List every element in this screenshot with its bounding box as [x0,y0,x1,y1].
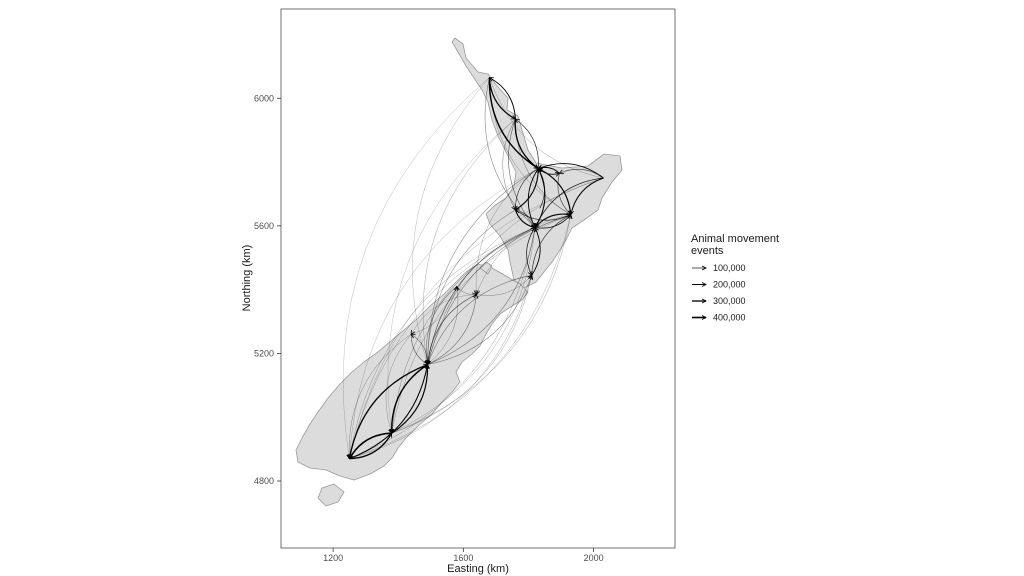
flow-arc-OT-HB [391,215,571,434]
flow-arc-MB-CN [428,294,477,364]
flow-arc-MW-WK [534,169,546,228]
flow-arc-CN-OT [392,364,428,434]
flow-arc-WN-CN [428,275,532,364]
flow-arc-WK-MW [527,168,539,228]
flow-arc-NT-GI [489,77,603,178]
flow-arc-CN-SL [349,363,428,459]
flow-arc-WK-AK [515,119,539,169]
flow-arc-HB-MW [535,213,571,227]
flow-arc-WC-CN [410,334,427,364]
x-tick-label-2: 2000 [584,553,604,563]
flow-arc-CN-NE [427,287,459,365]
map-panel [280,8,676,549]
flow-arc-GI-SL [349,177,604,459]
flow-arc-WN-MW [531,228,541,276]
flow-arc-AK-MW [508,118,535,228]
y-axis: 4800 5200 5600 6000 [254,93,281,486]
flow-arc-NT-SL [342,77,490,459]
flow-arc-TN-MW [514,209,535,228]
flow-arc-SL-HB [349,215,570,459]
flow-arc-SL-CN [349,365,427,460]
y-tick-label-0: 4800 [254,476,274,486]
flow-arc-AK-OT [387,118,516,433]
flow-arc-WC-SL [349,334,412,458]
flow-arc-TN-CN [428,209,516,365]
flow-arc-GI-WK [538,163,604,179]
flow-arc-HB-WK [538,167,572,215]
flow-arc-TN-WK [515,169,538,211]
flow-arc-NT-MW [484,77,535,228]
flow-arc-WK-SL [349,168,539,459]
legend-keys: 100,000 200,000 300,000 400,000 [692,263,746,323]
flow-arc-MB-WN [476,275,531,296]
flow-arc-WC-NE [411,287,457,335]
flow-arc-SL-OT [349,433,393,460]
flow-arc-MW-WN [526,227,536,276]
x-tick-label-0: 1200 [323,553,343,563]
flow-arc-GI-HB [571,177,604,215]
flow-arc-WC-OT [385,334,412,433]
flow-arc-NT-CN [412,77,490,365]
flow-arc-NT-WK [488,77,538,170]
flow-arc-OT-SL [348,432,392,459]
flow-arc-SL-WN [349,275,531,459]
y-tick-label-2: 5600 [254,221,274,231]
flow-arrows [342,77,604,460]
flow-arc-SL-MW [349,228,535,459]
flow-arc-WK-MB [476,168,539,295]
flow-arc-CN-MW [427,228,536,365]
legend-key-label-0: 100,000 [713,263,746,273]
legend: Animal movement events 100,000 200,000 300… [691,233,779,323]
panel-border [280,8,676,549]
y-axis-title: Northing (km) [241,245,253,312]
flow-arc-HB-CN [428,214,571,365]
x-axis: 1200 1600 2000 [323,548,604,563]
legend-key-label-1: 200,000 [713,280,746,290]
north-island-shape [451,37,623,289]
flow-arc-OT-WN [391,275,532,434]
legend-title-line-1: Animal movement [691,233,779,245]
legend-title-line-2: events [691,245,724,257]
flow-arc-OT-MW [391,228,535,434]
legend-key-label-3: 400,000 [713,313,746,323]
stewart-island-shape [317,483,345,507]
flow-arc-HB-SL [349,214,571,459]
flow-arc-WK-TN [515,168,539,210]
x-axis-title: Easting (km) [447,563,509,575]
flow-arc-MB-WC [411,294,477,334]
flow-arc-GI-CN [428,177,604,365]
flow-arc-CN-MB [427,294,477,365]
x-tick-label-1: 1600 [453,553,473,563]
flow-arc-MW-SL [349,227,536,459]
flow-arc-AK-TN [502,118,516,210]
flow-arc-HB-WN [532,214,571,276]
flow-arc-MW-OT [392,227,536,434]
flow-arc-AK-CN [422,118,516,365]
flow-arc-OT-CN [391,365,428,434]
y-tick-label-3: 6000 [254,93,274,103]
flow-arc-AK-NT [489,78,516,120]
flow-arc-CN-WN [427,275,532,365]
legend-key-label-2: 300,000 [713,296,746,306]
y-tick-label-1: 5200 [254,348,274,358]
